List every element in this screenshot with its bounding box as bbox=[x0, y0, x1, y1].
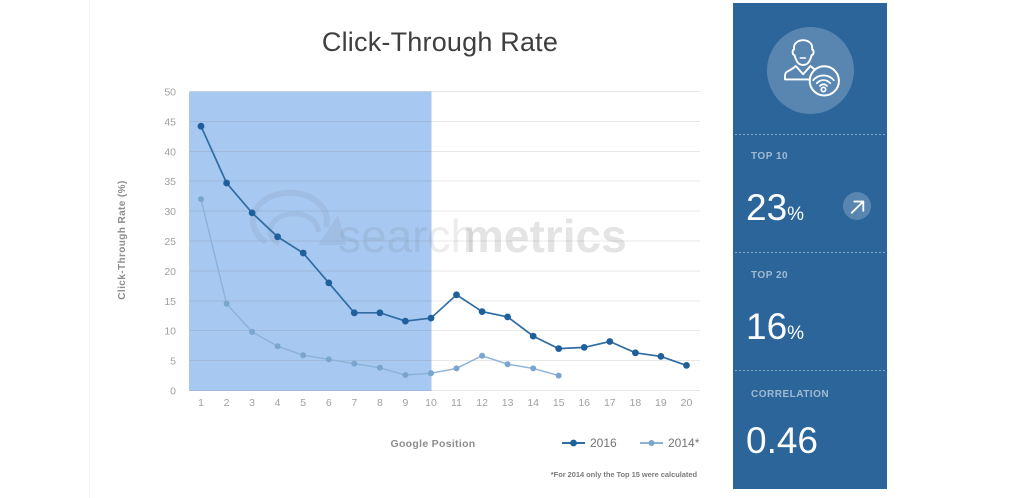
svg-text:35: 35 bbox=[164, 176, 176, 188]
svg-text:20: 20 bbox=[164, 266, 176, 278]
svg-text:25: 25 bbox=[164, 236, 176, 248]
svg-text:15: 15 bbox=[553, 397, 565, 409]
svg-text:8: 8 bbox=[377, 397, 383, 409]
svg-text:17: 17 bbox=[604, 397, 616, 409]
svg-text:2014*: 2014* bbox=[668, 436, 700, 450]
svg-text:50: 50 bbox=[164, 87, 176, 99]
svg-text:30: 30 bbox=[164, 206, 176, 218]
svg-text:14: 14 bbox=[527, 397, 539, 409]
svg-text:10: 10 bbox=[425, 397, 437, 409]
svg-text:metrics: metrics bbox=[463, 210, 627, 262]
svg-text:10: 10 bbox=[164, 326, 176, 338]
svg-text:13: 13 bbox=[502, 397, 514, 409]
svg-text:Google Position: Google Position bbox=[391, 438, 476, 450]
svg-text:16: 16 bbox=[578, 397, 590, 409]
svg-text:20: 20 bbox=[681, 397, 693, 409]
svg-text:45: 45 bbox=[164, 116, 176, 128]
svg-text:*For 2014 only the Top 15 were: *For 2014 only the Top 15 were calculate… bbox=[551, 470, 698, 479]
svg-text:6: 6 bbox=[326, 397, 332, 409]
svg-text:12: 12 bbox=[476, 397, 488, 409]
svg-text:7: 7 bbox=[351, 397, 357, 409]
svg-text:11: 11 bbox=[451, 397, 462, 409]
svg-text:5: 5 bbox=[300, 397, 306, 409]
svg-text:40: 40 bbox=[164, 146, 176, 158]
svg-text:3: 3 bbox=[249, 397, 255, 409]
svg-text:1: 1 bbox=[198, 397, 204, 409]
svg-text:19: 19 bbox=[655, 397, 667, 409]
svg-text:0: 0 bbox=[170, 386, 176, 398]
svg-text:Click-Through Rate (%): Click-Through Rate (%) bbox=[117, 180, 128, 299]
svg-text:5: 5 bbox=[170, 356, 176, 368]
svg-text:search: search bbox=[338, 210, 476, 262]
svg-text:2: 2 bbox=[224, 397, 230, 409]
svg-text:15: 15 bbox=[164, 296, 176, 308]
svg-text:4: 4 bbox=[275, 397, 281, 409]
svg-text:18: 18 bbox=[630, 397, 642, 409]
svg-text:2016: 2016 bbox=[590, 436, 617, 450]
svg-text:9: 9 bbox=[402, 397, 408, 409]
